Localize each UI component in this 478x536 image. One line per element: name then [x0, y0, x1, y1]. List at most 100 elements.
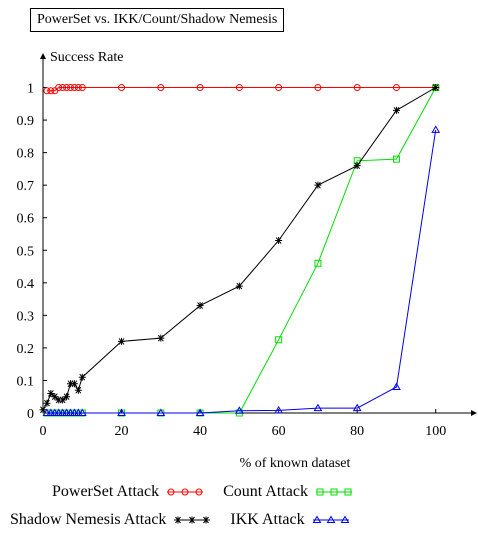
chart-ticks: 0 20 40 60 80 100 0 0.1 0.2 0.3 0.4 0.5 0.6 0.7 0.8 0.9…: [17, 82, 447, 439]
y-tick-label: 0.6: [17, 212, 35, 227]
data-point-shadow-nemesis-attack: [432, 84, 440, 92]
data-point-shadow-nemesis-attack: [157, 334, 165, 342]
x-axis-arrow-icon: [471, 410, 477, 416]
data-point-powerset-attack: [275, 84, 283, 92]
x-tick-label: 0: [40, 424, 47, 439]
legend-marker: [174, 516, 182, 524]
data-point-powerset-attack: [59, 84, 67, 92]
legend-label-ikk: IKK Attack: [230, 511, 305, 528]
data-point-count-attack: [275, 336, 283, 344]
data-point-shadow-nemesis-attack: [70, 380, 78, 388]
data-point-ikk-attack: [313, 403, 323, 412]
y-tick-label: 0.1: [17, 374, 35, 389]
data-point-ikk-attack: [352, 403, 362, 412]
y-tick-label: 0.4: [17, 277, 35, 292]
data-point-powerset-attack: [235, 84, 243, 92]
data-point-shadow-nemesis-attack: [39, 406, 47, 414]
legend-label-powerset: PowerSet Attack: [52, 483, 160, 500]
data-point-shadow-nemesis-attack: [74, 386, 82, 394]
data-point-powerset-attack: [196, 84, 204, 92]
data-point-shadow-nemesis-attack: [196, 302, 204, 310]
legend-label-count: Count Attack: [223, 483, 308, 500]
legend-item-powerset: PowerSet Attack: [52, 483, 205, 501]
y-tick-label: 0.7: [17, 179, 35, 194]
legend-item-count: Count Attack: [223, 483, 354, 501]
series-line-count-attack: [46, 87, 437, 414]
data-point-ikk-attack: [274, 405, 284, 414]
legend-marker: [316, 488, 324, 496]
data-point-shadow-nemesis-attack: [235, 282, 243, 290]
data-point-powerset-attack: [43, 87, 51, 95]
series-powerset-attack: [43, 84, 440, 95]
data-point-shadow-nemesis-attack: [51, 393, 59, 401]
legend-item-shadow-nemesis: Shadow Nemesis Attack: [10, 511, 212, 529]
series-ikk-attack: [42, 125, 441, 416]
data-point-shadow-nemesis-attack: [59, 396, 67, 404]
data-point-ikk-attack: [234, 406, 244, 414]
data-point-shadow-nemesis-attack: [314, 181, 322, 189]
data-point-ikk-attack: [117, 408, 126, 416]
chart-series-layer: [39, 84, 441, 417]
y-axis-arrow-icon: [40, 53, 46, 59]
data-point-ikk-attack: [156, 408, 166, 416]
data-point-powerset-attack: [314, 84, 322, 92]
series-line-shadow-nemesis-attack: [42, 87, 436, 410]
series-line-ikk-attack: [46, 129, 437, 414]
x-tick-label: 100: [425, 424, 446, 439]
data-point-shadow-nemesis-attack: [66, 380, 74, 388]
data-point-powerset-attack: [353, 84, 361, 92]
data-point-count-attack: [314, 259, 322, 267]
legend-item-ikk: IKK Attack: [230, 511, 350, 529]
legend-marker-star-icon: [174, 516, 211, 524]
x-tick-label: 80: [350, 424, 364, 439]
data-point-shadow-nemesis-attack: [47, 389, 55, 397]
data-point-powerset-attack: [63, 84, 71, 92]
data-point-shadow-nemesis-attack: [63, 393, 71, 401]
legend-label-shadow-nemesis: Shadow Nemesis Attack: [10, 511, 167, 528]
x-tick-label: 60: [272, 424, 286, 439]
legend-marker-triangle-icon: [312, 515, 349, 523]
series-line-powerset-attack: [46, 87, 436, 92]
chart-axes: [40, 53, 477, 416]
data-point-shadow-nemesis-attack: [55, 396, 63, 404]
data-point-powerset-attack: [74, 84, 82, 92]
data-point-powerset-attack: [157, 84, 165, 92]
legend-marker-square-icon: [315, 488, 352, 496]
legend-marker: [181, 488, 189, 496]
legend-marker: [167, 488, 175, 496]
y-tick-label: 0.2: [17, 342, 35, 357]
data-point-shadow-nemesis-attack: [353, 162, 361, 170]
data-point-powerset-attack: [70, 84, 78, 92]
legend-row: Shadow Nemesis Attack IKK Attack: [10, 511, 351, 529]
data-point-shadow-nemesis-attack: [78, 373, 86, 381]
y-tick-label: 0.3: [17, 309, 35, 324]
data-point-shadow-nemesis-attack: [118, 337, 126, 345]
data-point-ikk-attack: [431, 125, 441, 133]
legend-row: PowerSet Attack Count Attack: [52, 483, 354, 501]
legend-marker: [340, 515, 349, 523]
data-point-ikk-attack: [392, 382, 401, 390]
y-tick-label: 0.8: [17, 147, 35, 162]
legend-marker: [344, 488, 352, 496]
data-point-shadow-nemesis-attack: [43, 399, 51, 407]
legend-marker: [312, 515, 321, 523]
legend-marker-circle-icon: [167, 488, 204, 496]
x-axis-label: % of known dataset: [240, 456, 351, 471]
legend-marker: [195, 488, 203, 496]
data-point-ikk-attack: [77, 408, 87, 416]
data-point-powerset-attack: [66, 84, 74, 92]
legend-marker: [326, 515, 335, 523]
y-tick-label: 0.5: [17, 244, 35, 259]
data-point-powerset-attack: [47, 87, 55, 95]
data-point-powerset-attack: [118, 84, 126, 92]
data-point-shadow-nemesis-attack: [275, 237, 283, 245]
data-point-powerset-attack: [55, 84, 63, 92]
legend-marker: [202, 516, 210, 524]
x-tick-label: 40: [193, 424, 207, 439]
data-point-ikk-attack: [195, 408, 205, 416]
chart-title: PowerSet vs. IKK/Count/Shadow Nemesis: [30, 8, 285, 32]
legend-marker: [188, 516, 196, 524]
data-point-shadow-nemesis-attack: [392, 106, 400, 114]
series-shadow-nemesis-attack: [39, 84, 440, 414]
